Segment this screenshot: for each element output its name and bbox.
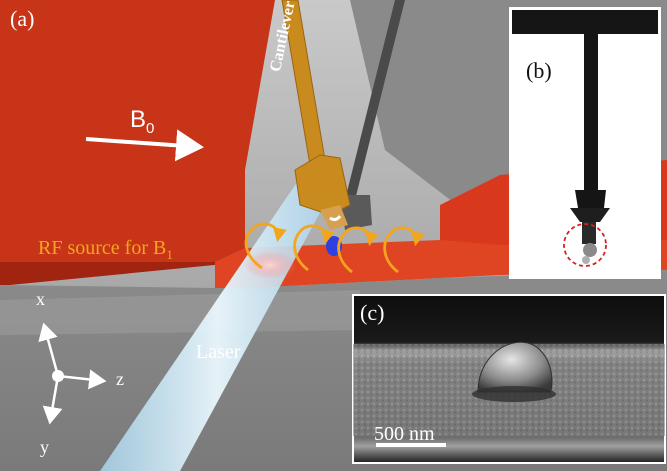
- axes-origin: [52, 370, 64, 382]
- cantilever-tip: [320, 205, 348, 230]
- laser-label: Laser: [196, 341, 241, 363]
- b0-label-base: B: [130, 106, 147, 133]
- panel-b-label: (b): [526, 58, 552, 83]
- rf-source-sub: 1: [166, 247, 173, 262]
- panel-b: [509, 7, 661, 279]
- axis-z-label: z: [116, 369, 124, 389]
- scale-bar-label: 500 nm: [374, 423, 435, 445]
- cantilever-paddle: [294, 154, 351, 216]
- laser-beam: [100, 175, 335, 471]
- rf-block-left-edge: [0, 248, 245, 285]
- rf-block-left: [0, 0, 275, 262]
- second-cantilever: [345, 0, 405, 200]
- b0-label: B0: [130, 108, 154, 136]
- axis-y-label: y: [40, 437, 49, 457]
- rf-source-label: RF source for B1: [38, 238, 173, 261]
- panel-c: [352, 294, 666, 464]
- panel-a-label: (a): [10, 6, 35, 31]
- rf-source-text: RF source for B: [38, 237, 167, 259]
- axis-x-label: x: [36, 289, 45, 309]
- b0-arrow: [85, 129, 204, 162]
- axes: [38, 322, 107, 425]
- sample-highlight: [329, 215, 342, 222]
- b0-label-sub: 0: [146, 119, 155, 137]
- panel-c-label: (c): [360, 300, 385, 325]
- laser-spot: [244, 251, 296, 279]
- rf-field-loops: [244, 222, 425, 274]
